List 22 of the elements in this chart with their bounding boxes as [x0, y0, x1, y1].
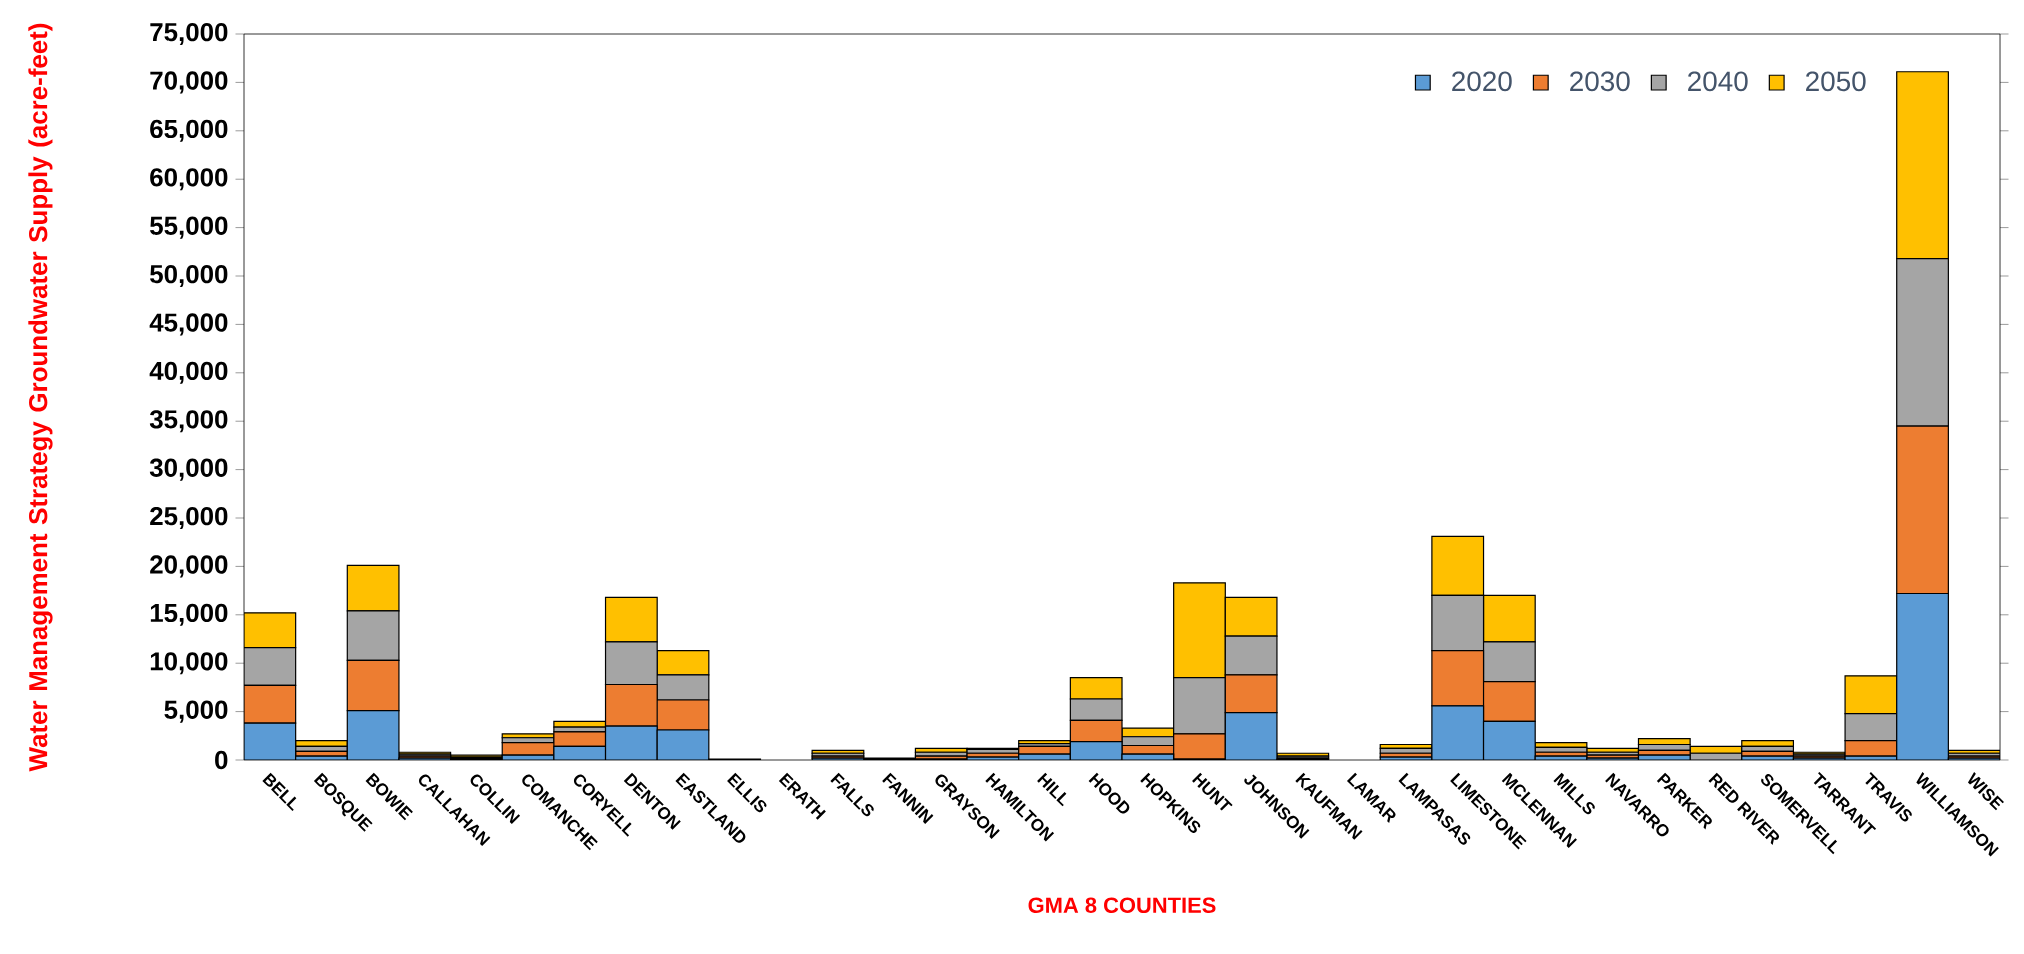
legend-label: 2020: [1452, 71, 1512, 92]
y-tick-label: 70,000: [150, 71, 228, 94]
y-tick-label: 0: [215, 750, 228, 770]
y-tick-label: 60,000: [150, 168, 228, 191]
y-tick-label: 65,000: [150, 119, 228, 142]
legend-label: 2050: [1806, 71, 1866, 92]
legend-label: 2040: [1688, 71, 1748, 92]
y-tick-label: 55,000: [150, 216, 228, 239]
y-tick-label: 20,000: [150, 555, 228, 578]
y-tick-label: 45,000: [149, 313, 228, 336]
y-tick-label: 40,000: [149, 361, 228, 384]
y-tick-label: 30,000: [149, 458, 228, 481]
legend-label: 2030: [1570, 71, 1630, 92]
y-tick-label: 75,000: [150, 22, 228, 46]
y-tick-label: 5,000: [164, 700, 228, 723]
y-tick-label: 15,000: [150, 603, 228, 626]
y-tick-label: 25,000: [150, 506, 228, 530]
y-tick-label: 35,000: [149, 410, 228, 433]
y-tick-label: 10,000: [150, 652, 228, 675]
y-tick-label: 50,000: [150, 264, 228, 288]
x-axis-title: GMA 8 COUNTIES: [1028, 897, 1216, 913]
y-axis-title: Water Management Strategy Groundwater Supply (acre-feet): [28, 23, 53, 772]
